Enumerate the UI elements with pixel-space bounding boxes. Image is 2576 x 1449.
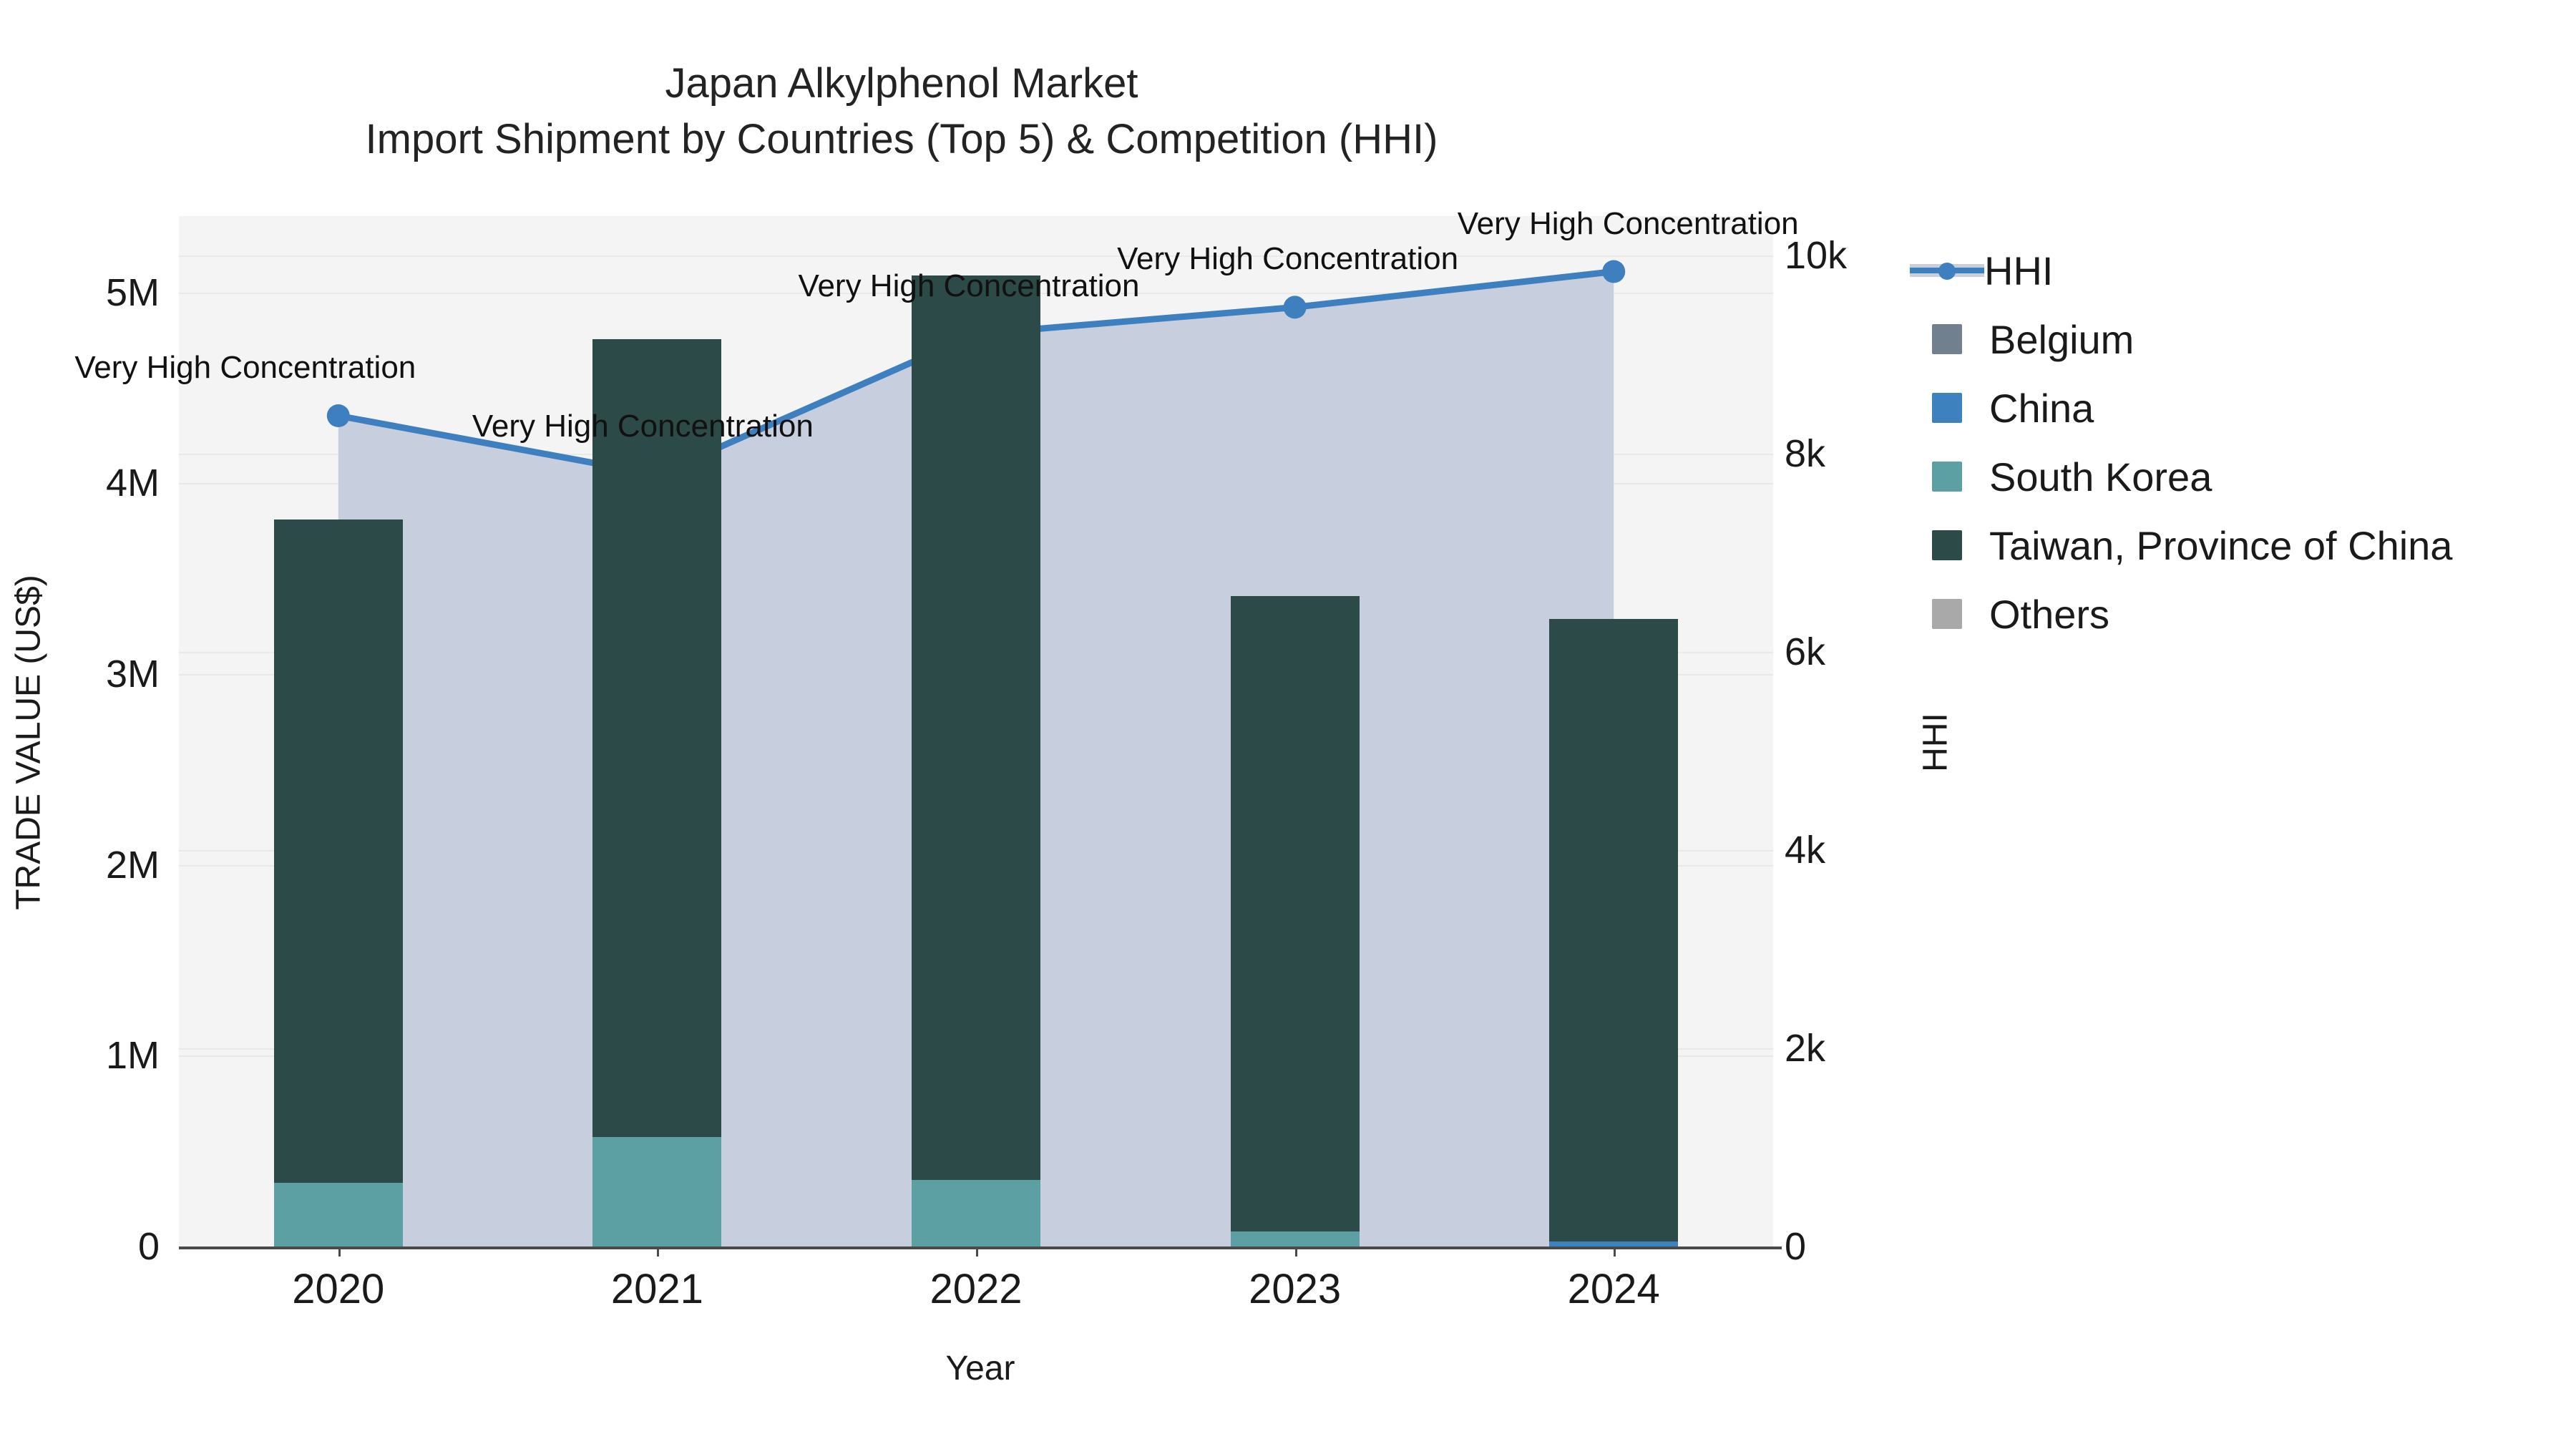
- legend-item-label: China: [1989, 385, 2094, 431]
- legend-item-label: Others: [1989, 591, 2110, 637]
- chart-title-line-1: Japan Alkylphenol Market: [665, 60, 1138, 107]
- y-axis-tick-label: 4M: [105, 462, 160, 505]
- x-axis-tick-label: 2021: [610, 1266, 703, 1312]
- bar-segment: [1230, 1231, 1360, 1246]
- legend-item-label: HHI: [1984, 248, 2054, 293]
- bar-segment: [592, 338, 722, 1138]
- hhi-annotation: Very High Concentration: [1457, 205, 1799, 241]
- y-axis-tick-label: 1M: [105, 1034, 160, 1078]
- bar-segment: [273, 1183, 403, 1246]
- y-axis-label: TRADE VALUE (US$): [9, 575, 48, 910]
- y2-axis-tick-labels: 0 2k 4k 6k 8k 10k: [1783, 0, 1926, 1449]
- y-axis-tick-labels: 0 1M 2M 3M 4M 5M: [43, 0, 161, 1449]
- legend-item-hhi[interactable]: HHI: [1910, 236, 2452, 305]
- y2-axis-tick-label: 10k: [1785, 234, 1848, 278]
- y2-axis-tick-label: 6k: [1785, 630, 1826, 674]
- x-axis-tick-label: 2024: [1567, 1266, 1660, 1312]
- legend-item-label: South Korea: [1989, 454, 2212, 499]
- y-axis-tick-label: 0: [137, 1225, 160, 1268]
- hhi-annotation: Very High Concentration: [1117, 241, 1459, 277]
- hhi-annotation: Very High Concentration: [74, 350, 416, 385]
- legend-line-key-icon: [1910, 255, 1984, 286]
- x-axis-label: Year: [945, 1350, 1015, 1387]
- legend-swatch-icon: [1932, 324, 1962, 354]
- plot-area: [179, 216, 1773, 1248]
- x-axis-tick-label: 2022: [930, 1266, 1023, 1312]
- y2-axis-tick-label: 4k: [1785, 829, 1826, 872]
- hhi-marker: [1283, 296, 1307, 319]
- legend-swatch-icon: [1932, 393, 1962, 423]
- bar-segment: [1549, 1241, 1679, 1246]
- legend-item-china[interactable]: China: [1932, 374, 2452, 442]
- y-axis-tick-label: 5M: [105, 270, 160, 314]
- y-axis-tick-label: 2M: [105, 843, 160, 887]
- legend-item-others[interactable]: Others: [1932, 580, 2452, 648]
- legend-swatch-icon: [1932, 599, 1962, 629]
- bar-segment: [912, 1179, 1040, 1246]
- x-axis-tick: [1294, 1246, 1297, 1257]
- x-axis-tick: [657, 1246, 660, 1257]
- hhi-annotation: Very High Concentration: [798, 268, 1140, 303]
- chart-title: Japan Alkylphenol Market Import Shipment…: [0, 56, 1803, 167]
- x-axis-tick: [338, 1246, 341, 1257]
- legend-swatch-icon: [1932, 530, 1962, 560]
- bar-segment: [1549, 618, 1679, 1242]
- bar-segment: [912, 275, 1040, 1180]
- y2-axis-tick-label: 8k: [1785, 432, 1826, 476]
- legend-item-taiwan-province-of-china[interactable]: Taiwan, Province of China: [1932, 511, 2452, 580]
- y2-axis-tick-label: 2k: [1785, 1027, 1826, 1070]
- legend: HHI Belgium China South Korea Taiwan, Provin…: [1910, 236, 2452, 648]
- hhi-annotation: Very High Concentration: [472, 409, 814, 444]
- x-axis-tick: [976, 1246, 978, 1257]
- x-axis-tick-label: 2020: [292, 1266, 385, 1312]
- legend-item-label: Taiwan, Province of China: [1989, 522, 2453, 568]
- bar-segment: [592, 1137, 722, 1246]
- legend-item-south-korea[interactable]: South Korea: [1932, 442, 2452, 511]
- bar-segment: [273, 519, 403, 1184]
- y-axis-tick-label: 3M: [105, 653, 160, 696]
- chart-title-line-2: Import Shipment by Countries (Top 5) & C…: [365, 115, 1438, 162]
- legend-swatch-icon: [1932, 462, 1962, 492]
- hhi-marker: [1602, 260, 1626, 283]
- x-axis-tick-label: 2023: [1249, 1266, 1342, 1312]
- bar-segment: [1230, 596, 1360, 1232]
- legend-item-label: Belgium: [1989, 316, 2135, 362]
- legend-item-belgium[interactable]: Belgium: [1932, 305, 2452, 374]
- x-axis-tick: [1614, 1246, 1616, 1257]
- gridline: [179, 255, 1773, 258]
- x-axis-line: [179, 1246, 1782, 1249]
- y2-axis-tick-label: 0: [1785, 1225, 1807, 1268]
- hhi-marker: [326, 404, 350, 427]
